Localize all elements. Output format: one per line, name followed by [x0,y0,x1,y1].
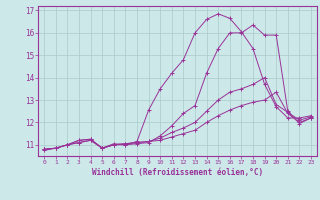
X-axis label: Windchill (Refroidissement éolien,°C): Windchill (Refroidissement éolien,°C) [92,168,263,177]
